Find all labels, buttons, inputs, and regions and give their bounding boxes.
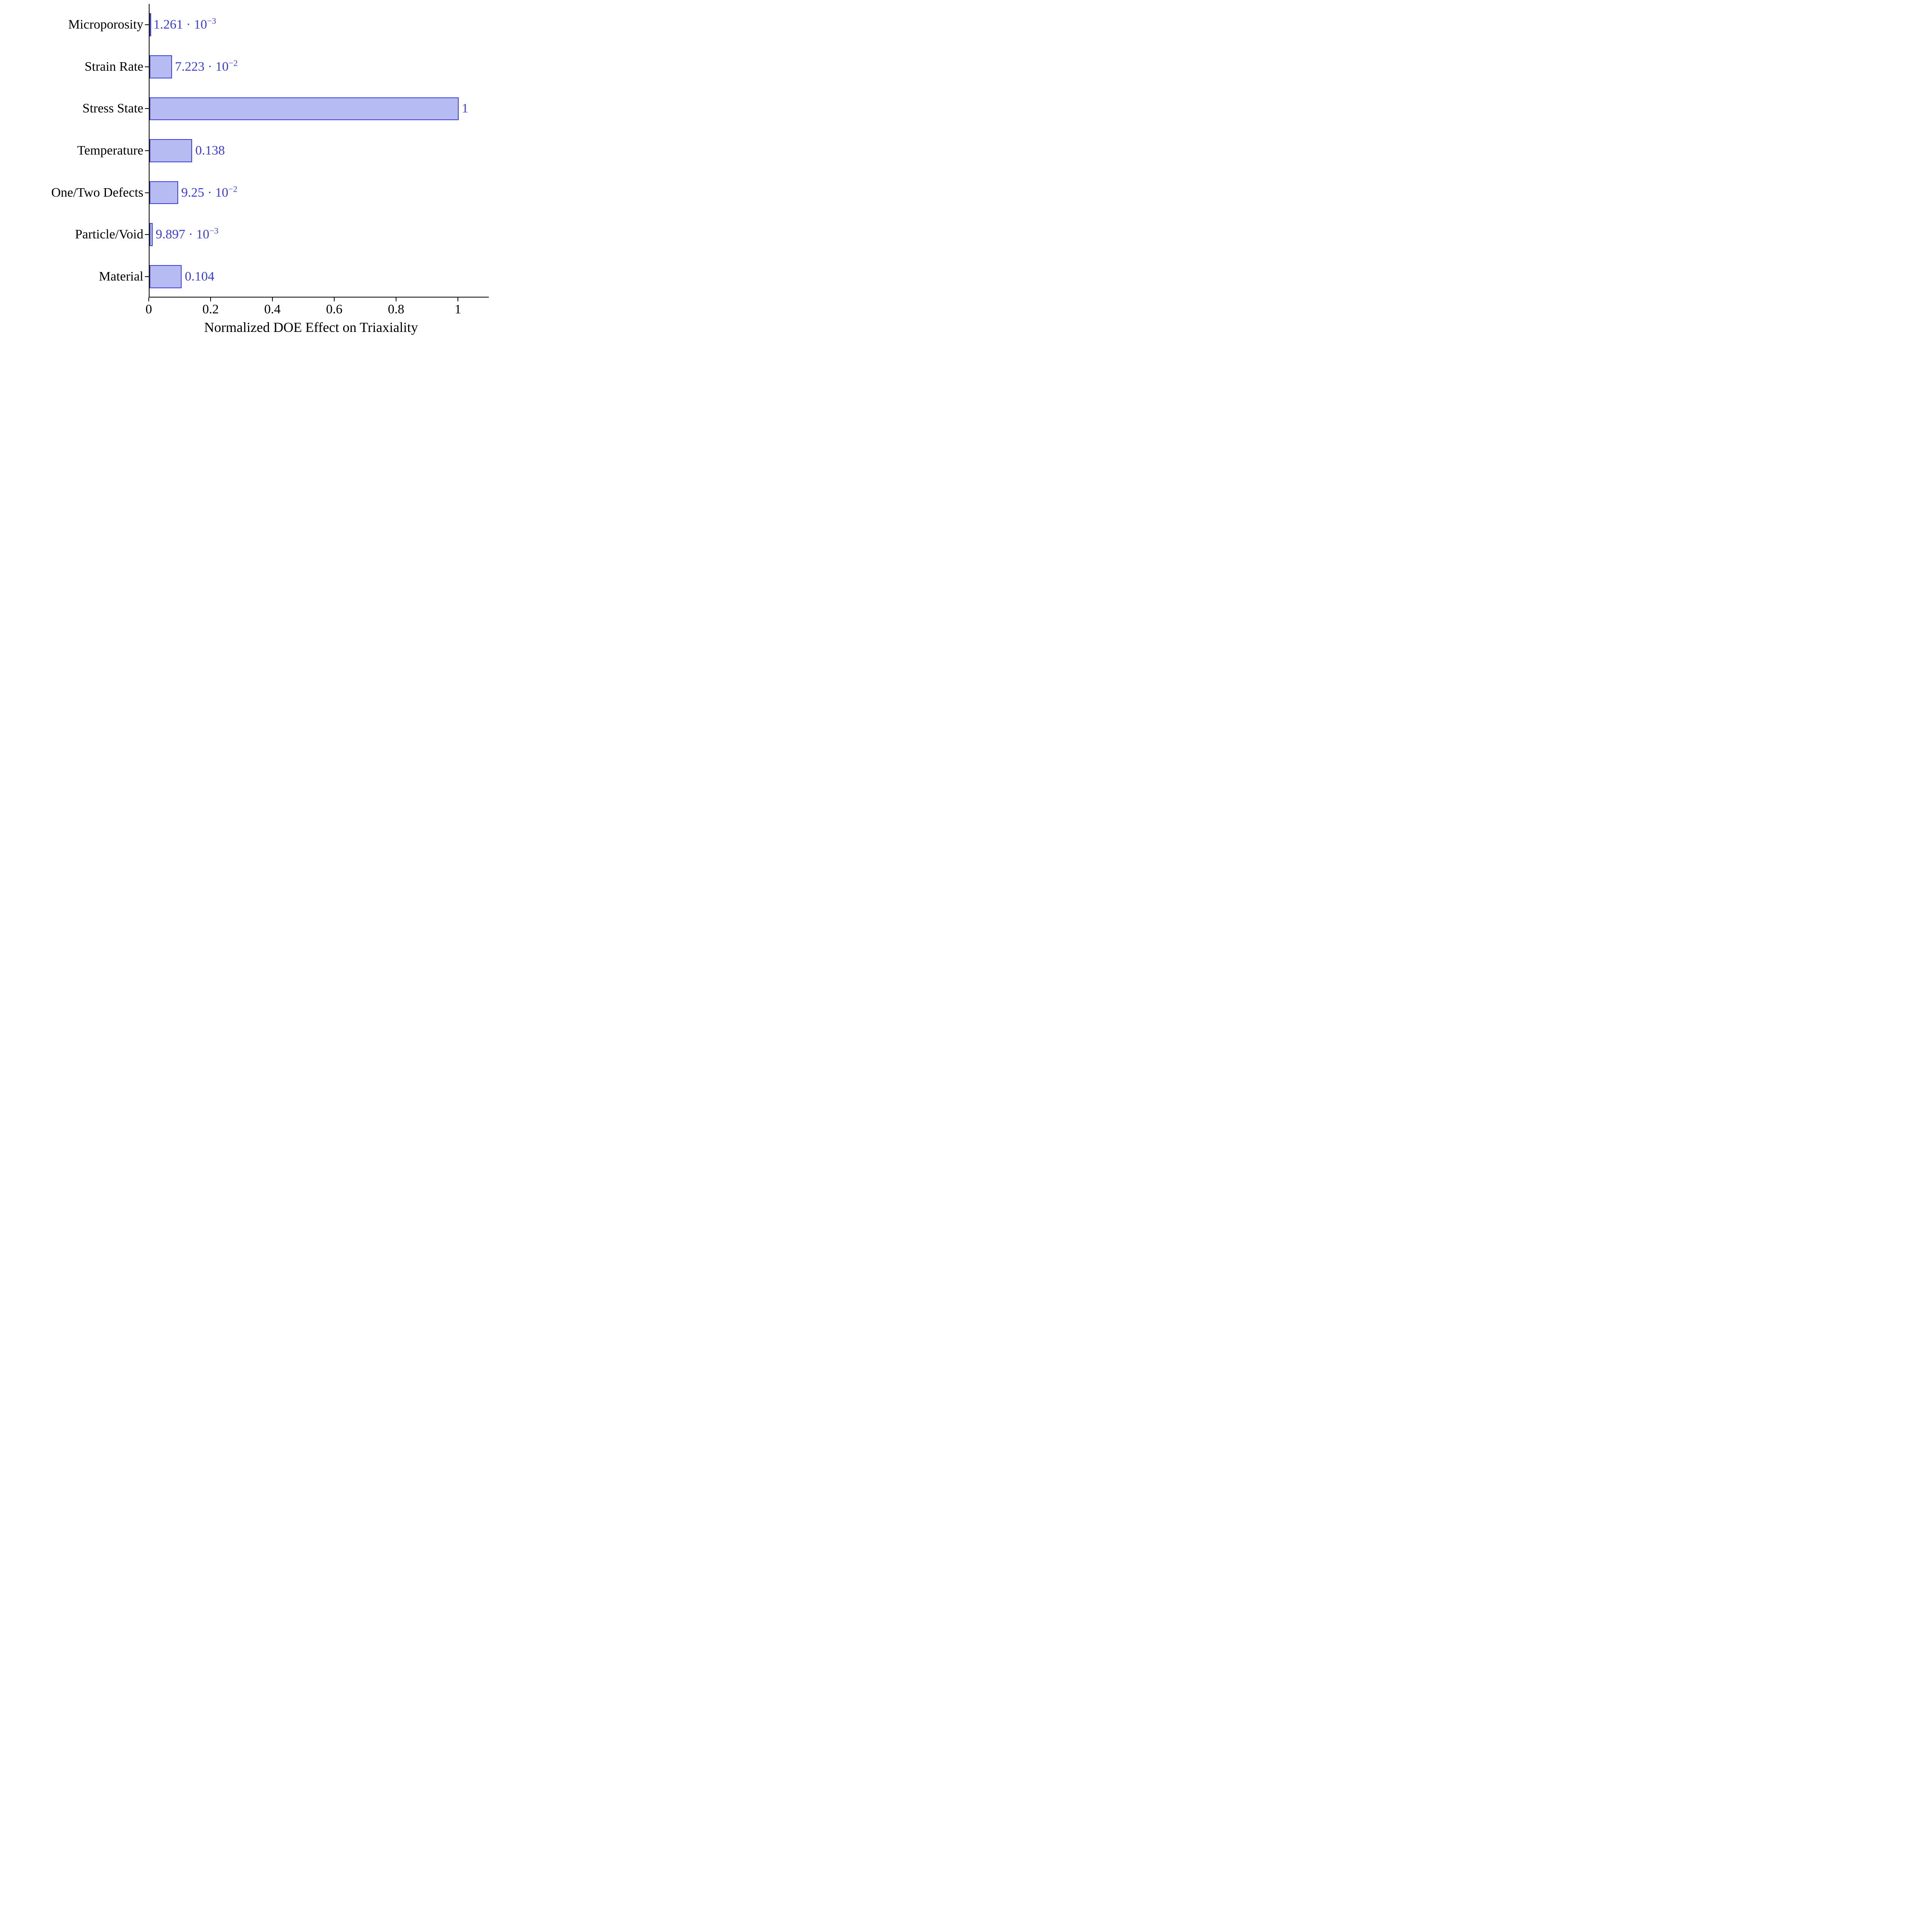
x-tick-label: 0.6 (326, 302, 343, 317)
y-tick (145, 150, 149, 151)
category-label: Temperature (77, 143, 143, 158)
y-tick (145, 192, 149, 193)
category-label: Material (99, 269, 143, 284)
x-tick (334, 298, 335, 301)
x-tick (210, 298, 211, 301)
y-tick (145, 108, 149, 109)
value-label: 7.223 · 10−2 (175, 60, 238, 74)
x-tick-label: 0.8 (388, 302, 405, 317)
value-label: 1.261 · 10−3 (153, 17, 216, 32)
x-tick-label: 0.2 (202, 302, 219, 317)
x-tick (272, 298, 273, 301)
x-axis-label: Normalized DOE Effect on Triaxiality (204, 319, 418, 335)
bar (150, 181, 178, 204)
value-label: 9.25 · 10−2 (181, 185, 237, 200)
category-label: Particle/Void (75, 227, 143, 242)
bar (150, 223, 153, 246)
y-tick (145, 234, 149, 235)
doe-triaxiality-chart: Normalized DOE Effect on Triaxiality 0 0.… (0, 0, 495, 337)
bar (150, 139, 192, 162)
category-label: Microporosity (68, 17, 143, 32)
x-tick (148, 298, 149, 301)
bar (150, 97, 459, 121)
bar (150, 13, 151, 36)
x-tick-label: 1 (455, 302, 461, 317)
x-tick-label: 0 (146, 302, 152, 317)
x-axis-line (149, 297, 489, 298)
y-tick (145, 66, 149, 67)
value-label: 1 (462, 101, 468, 116)
y-tick (145, 24, 149, 25)
value-label: 0.104 (185, 269, 214, 284)
x-tick-label: 0.4 (264, 302, 281, 317)
value-label: 9.897 · 10−3 (156, 227, 218, 242)
plot-area: Normalized DOE Effect on Triaxiality 00.… (149, 4, 473, 298)
x-tick (457, 298, 458, 301)
y-tick (145, 276, 149, 277)
bar (150, 55, 172, 78)
value-label: 0.138 (195, 143, 225, 158)
category-label: Strain Rate (85, 60, 143, 74)
category-label: Stress State (82, 101, 143, 116)
category-label: One/Two Defects (51, 185, 143, 200)
bar (150, 265, 182, 288)
